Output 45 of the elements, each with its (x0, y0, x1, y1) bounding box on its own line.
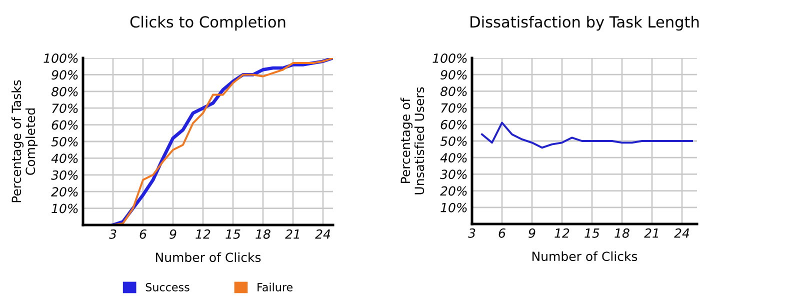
y-tick-label: 50% (51, 136, 78, 146)
y-tick-label: 20% (440, 186, 467, 196)
x-tick-label: 15 (584, 228, 600, 238)
x-tick-label: 6 (498, 228, 506, 238)
y-tick-label: 30% (51, 170, 78, 180)
x-tick-label: 21 (644, 228, 658, 238)
x-tick-label: 6 (140, 229, 146, 239)
y-tick-label: 60% (440, 120, 467, 130)
x-tick-label: 12 (196, 229, 210, 239)
y-tick-label: 90% (440, 70, 467, 80)
y-axis-title: Percentage of Unsatisfied Users (400, 87, 424, 194)
y-tick-label: 50% (440, 136, 467, 146)
y-tick-label: 100% (432, 53, 467, 63)
y-tick-label: 70% (441, 103, 467, 113)
x-tick-label: 18 (256, 229, 270, 239)
y-tick-label: 10% (440, 202, 467, 212)
x-axis-title: Number of Clicks (156, 252, 261, 262)
y-tick-label: 90% (52, 70, 78, 80)
x-tick-label: 21 (285, 229, 300, 239)
chart-title: Dissatisfaction by Task Length (470, 16, 699, 31)
x-tick-label: 12 (554, 228, 570, 238)
y-tick-label: 100% (44, 53, 78, 63)
x-axis-title: Number of Clicks (532, 251, 638, 262)
x-tick-label: 15 (226, 230, 240, 239)
y-tick-label: 20% (51, 187, 78, 197)
legend-label: Failure (258, 282, 292, 292)
x-tick-label: 3 (468, 228, 476, 238)
y-tick-label: 30% (440, 170, 467, 180)
y-tick-label: 40% (51, 154, 78, 164)
y-tick-label: 70% (52, 104, 78, 114)
chart-title: Clicks to Completion (130, 16, 286, 31)
y-tick-label: 80% (440, 86, 467, 96)
x-tick-label: 9 (528, 228, 536, 238)
y-tick-label: 10% (52, 204, 78, 214)
legend-label: Success (146, 282, 190, 292)
y-axis-title: Percentage of Tasks Completed (11, 80, 38, 202)
x-tick-label: 3 (109, 229, 116, 239)
y-tick-label: 80% (51, 86, 78, 96)
y-tick-label: 40% (440, 153, 467, 163)
line-series (481, 122, 693, 149)
x-tick-label: 24 (315, 229, 330, 239)
y-tick-label: 60% (52, 120, 78, 130)
x-tick-label: 9 (170, 229, 176, 239)
x-tick-label: 18 (614, 228, 630, 238)
x-tick-label: 24 (674, 228, 690, 238)
